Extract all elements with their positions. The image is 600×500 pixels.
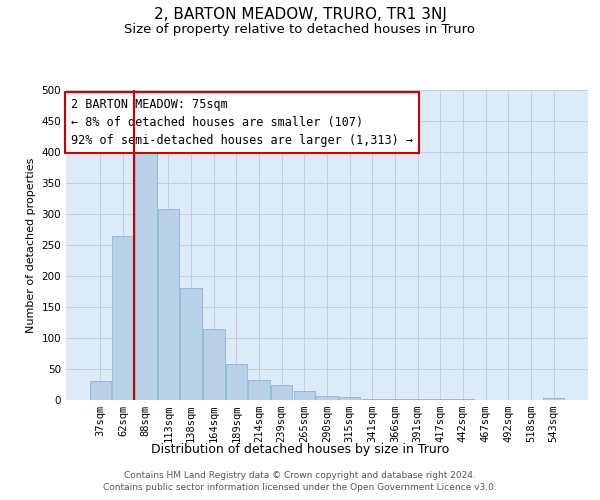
Bar [293, 390, 315, 400]
Text: 2, BARTON MEADOW, TRURO, TR1 3NJ: 2, BARTON MEADOW, TRURO, TR1 3NJ [154, 8, 446, 22]
Bar [90, 382, 111, 400]
Bar [248, 380, 270, 400]
Bar [543, 398, 564, 400]
Bar [158, 209, 179, 400]
Bar [203, 328, 224, 400]
Bar [181, 288, 202, 400]
Text: Size of property relative to detached houses in Truro: Size of property relative to detached ho… [125, 22, 476, 36]
Bar [316, 396, 338, 400]
Text: Distribution of detached houses by size in Truro: Distribution of detached houses by size … [151, 442, 449, 456]
Bar [226, 364, 247, 400]
Y-axis label: Number of detached properties: Number of detached properties [26, 158, 36, 332]
Text: Contains HM Land Registry data © Crown copyright and database right 2024.
Contai: Contains HM Land Registry data © Crown c… [103, 471, 497, 492]
Bar [271, 384, 292, 400]
Bar [135, 153, 157, 400]
Bar [362, 399, 383, 400]
Text: 2 BARTON MEADOW: 75sqm
← 8% of detached houses are smaller (107)
92% of semi-det: 2 BARTON MEADOW: 75sqm ← 8% of detached … [71, 98, 413, 146]
Bar [384, 399, 406, 400]
Bar [339, 397, 361, 400]
Bar [112, 236, 134, 400]
